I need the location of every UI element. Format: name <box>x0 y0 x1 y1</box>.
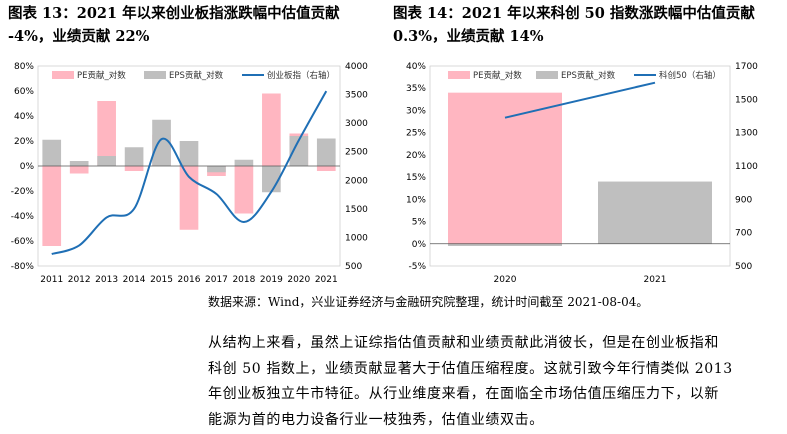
y-left-tick-label: 80% <box>14 62 34 72</box>
y-left-tick-label: 20% <box>406 151 426 161</box>
y-left-tick-label: 40% <box>14 112 34 122</box>
figure14-title-line2: 0.3%，业绩贡献 14% <box>393 28 544 45</box>
x-tick-label: 2013 <box>95 275 118 285</box>
figure14-title-line1: 图表 14：2021 年以来科创 50 指数涨跌幅中估值贡献 <box>393 5 755 22</box>
y-right-tick-label: 500 <box>345 262 362 272</box>
bar-pe <box>42 166 62 246</box>
y-right-tick-label: 1500 <box>345 205 368 215</box>
bar-eps <box>207 166 226 173</box>
legend-label: 科创50（右轴） <box>659 70 721 81</box>
y-left-tick-label: -40% <box>11 212 35 222</box>
x-tick-label: 2018 <box>232 275 255 285</box>
bar-eps <box>69 161 89 166</box>
y-left-tick-label: 0% <box>20 162 35 172</box>
index-line <box>504 81 656 119</box>
y-left-tick-label: 5% <box>412 218 427 228</box>
bar-eps <box>97 156 116 166</box>
bar-pe <box>262 93 281 166</box>
plot-area-frame <box>429 65 731 267</box>
legend-label: EPS贡献_对数 <box>561 70 616 81</box>
y-right-tick-label: 1700 <box>735 62 758 72</box>
paragraph-line: 年创业板独立牛市特征。从行业维度来看，在面临全市场估值压缩压力下，以新 <box>208 386 719 402</box>
y-left-tick-label: 40% <box>406 62 426 72</box>
legend-swatch-pe <box>52 71 74 79</box>
x-tick-label: 2012 <box>68 275 91 285</box>
bar-eps <box>42 139 62 166</box>
y-right-tick-label: 700 <box>735 229 752 239</box>
paragraph-line: 从结构上来看，虽然上证综指估值贡献和业绩贡献此消彼长，但是在创业板指和 <box>208 335 719 351</box>
chart-chuangye-index: 80% 60% 40% 20% 0% -20% -40% -60% -80% 4000 3500 30… <box>11 62 368 285</box>
x-tick-label: 2020 <box>494 275 517 285</box>
y-right-tick-label: 2000 <box>345 176 368 186</box>
bar-eps <box>316 138 336 166</box>
y-right-tick-label: 500 <box>735 262 752 272</box>
y-left-tick-label: 10% <box>406 195 426 205</box>
bar-pe <box>97 101 116 166</box>
bar-eps <box>152 119 171 166</box>
chart-kechuang50-index: 40% 35% 30% 25% 20% 15% 10% 5% 0% -5% 1700 1500 1300… <box>406 62 758 285</box>
legend-label: 创业板指（右轴） <box>267 70 335 81</box>
x-tick-label: 2017 <box>205 275 228 285</box>
y-left-tick-label: -5% <box>408 262 426 272</box>
x-tick-label: 2016 <box>178 275 201 285</box>
legend-swatch-pe <box>448 71 470 79</box>
bar-eps <box>289 136 309 166</box>
y-right-tick-label: 2500 <box>345 148 368 158</box>
body-paragraph: 从结构上来看，虽然上证综指估值贡献和业绩贡献此消彼长，但是在创业板指和 科创 5… <box>208 331 778 433</box>
y-left-tick-label: 20% <box>14 137 34 147</box>
y-right-tick-label: 900 <box>735 195 752 205</box>
x-tick-label: 2019 <box>260 275 283 285</box>
figure13-title-line1: 图表 13：2021 年以来创业板指涨跌幅中估值贡献 <box>8 5 340 22</box>
y-right-tick-label: 1300 <box>735 129 758 139</box>
x-tick-label: 2021 <box>644 275 667 285</box>
bar-eps <box>448 243 562 246</box>
legend-swatch-eps <box>144 71 166 79</box>
data-source-note: 数据来源：Wind，兴业证券经济与金融研究院整理，统计时间截至 2021-08-… <box>208 295 649 309</box>
y-right-tick-label: 4000 <box>345 62 368 72</box>
index-line <box>51 90 328 255</box>
y-left-tick-label: 35% <box>406 84 426 94</box>
x-tick-label: 2011 <box>40 275 63 285</box>
legend-label: PE贡献_对数 <box>473 70 522 81</box>
y-left-tick-label: -80% <box>11 262 35 272</box>
y-right-tick-label: 1100 <box>735 162 758 172</box>
x-tick-label: 2014 <box>123 275 146 285</box>
x-tick-label: 2021 <box>315 275 338 285</box>
bar-pe <box>448 92 562 244</box>
y-right-tick-label: 1500 <box>735 95 758 105</box>
y-left-tick-label: -60% <box>11 237 35 247</box>
bar-eps <box>179 141 199 166</box>
y-left-tick-label: 60% <box>14 87 34 97</box>
bar-pe <box>124 166 144 171</box>
bar-pe <box>316 166 336 171</box>
figure13-title-line2: -4%，业绩贡献 22% <box>8 28 150 45</box>
legend-label: PE贡献_对数 <box>77 70 126 81</box>
bar-pe <box>69 166 89 174</box>
y-left-tick-label: 0% <box>412 240 427 250</box>
x-tick-label: 2020 <box>287 275 310 285</box>
y-left-tick-label: 25% <box>406 129 426 139</box>
y-left-tick-label: -20% <box>11 187 35 197</box>
paragraph-line: 科创 50 指数上，业绩贡献显著大于估值压缩程度。这就引致今年行情类似 2013 <box>208 360 733 377</box>
bar-pe <box>234 166 254 214</box>
y-left-tick-label: 15% <box>406 173 426 183</box>
legend-swatch-eps <box>536 71 558 79</box>
paragraph-line: 能源为首的电力设备行业一枝独秀，估值业绩双击。 <box>208 411 544 428</box>
bar-eps <box>598 181 712 244</box>
bar-eps <box>234 159 254 166</box>
bar-eps <box>124 147 144 166</box>
x-tick-label: 2015 <box>150 275 173 285</box>
y-right-tick-label: 3500 <box>345 91 368 101</box>
legend-label: EPS贡献_对数 <box>169 70 224 81</box>
y-right-tick-label: 1000 <box>345 233 368 243</box>
y-left-tick-label: 30% <box>406 106 426 116</box>
y-right-tick-label: 3000 <box>345 119 368 129</box>
